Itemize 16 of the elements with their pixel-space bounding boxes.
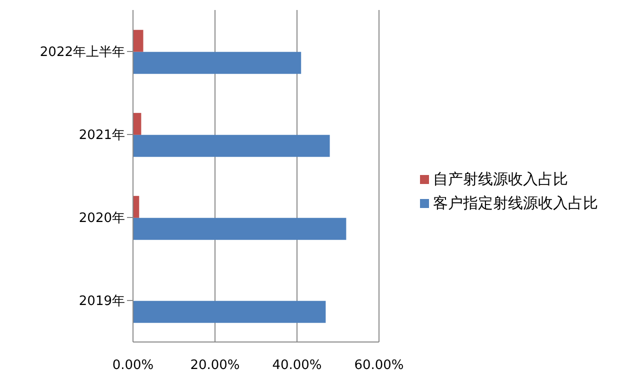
bar	[133, 134, 330, 157]
y-tick-label: 2021年	[78, 128, 125, 144]
x-tick-label: 60.00%	[354, 358, 404, 374]
x-tick-label: 40.00%	[272, 358, 322, 374]
legend-label: 客户指定射线源收入占比	[433, 194, 598, 212]
legend-label: 自产射线源收入占比	[433, 170, 568, 188]
x-tick-label: 0.00%	[112, 358, 154, 374]
bar	[133, 52, 302, 74]
y-tick-label: 2019年	[78, 294, 125, 310]
y-tick-label: 2020年	[78, 211, 125, 226]
x-tick-label: 20.00%	[190, 358, 240, 374]
y-tick-label: 2022年上半年	[40, 45, 125, 60]
bar	[133, 112, 142, 135]
bar	[133, 30, 144, 52]
bar	[133, 300, 326, 323]
bar	[133, 218, 346, 240]
